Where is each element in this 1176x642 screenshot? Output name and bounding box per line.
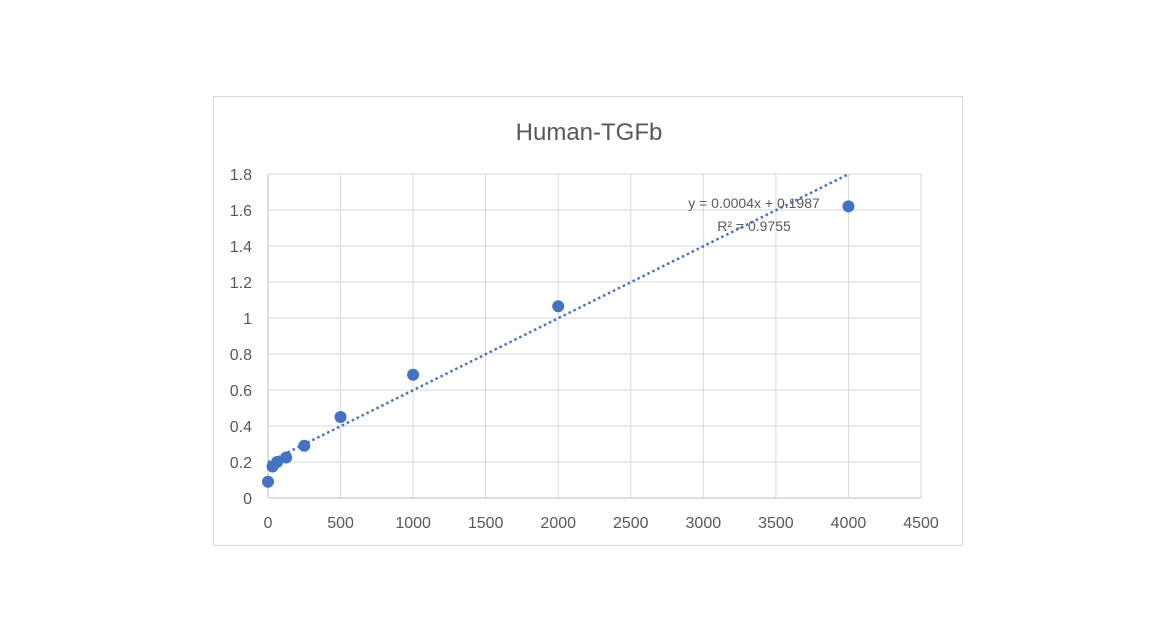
data-points: [262, 200, 855, 488]
y-tick-label: 0: [243, 491, 252, 508]
data-point: [842, 200, 855, 213]
tick-labels: 0 500 1000 1500 2000 2500 3000 3500 4000 4500 0 0.2…: [230, 167, 939, 532]
x-tick-label: 1000: [395, 515, 431, 532]
y-tick-label: 1: [243, 311, 252, 328]
axes: [267, 174, 921, 499]
data-point: [407, 368, 420, 381]
y-tick-label: 0.8: [230, 347, 252, 364]
x-tick-label: 4000: [831, 515, 867, 532]
y-tick-label: 0.6: [230, 383, 252, 400]
x-tick-label: 1500: [468, 515, 504, 532]
trendline-layer: [267, 173, 850, 464]
y-tick-label: 1.4: [230, 239, 252, 256]
y-tick-label: 0.2: [230, 455, 252, 472]
x-tick-label: 2500: [613, 515, 649, 532]
data-point: [280, 451, 293, 464]
scatter-chart: Human-TGFb 0 500 1000 1500 2000 2500 3000 3500 4…: [230, 119, 939, 532]
data-point: [334, 411, 347, 423]
x-tick-label: 3000: [686, 515, 722, 532]
x-tick-label: 3500: [758, 515, 794, 532]
y-tick-label: 1.2: [230, 275, 252, 292]
trendline-r-squared: R² = 0.9755: [717, 218, 791, 234]
y-tick-label: 0.4: [230, 419, 252, 436]
x-tick-label: 0: [264, 515, 273, 532]
data-point: [271, 456, 284, 468]
y-tick-label: 1.6: [230, 203, 252, 220]
chart-title: Human-TGFb: [516, 119, 663, 146]
trendline-equation: y = 0.0004x + 0.1987: [688, 195, 820, 211]
chart-frame: Human-TGFb 0 500 1000 1500 2000 2500 3000 3500 4…: [213, 96, 963, 546]
x-tick-label: 2000: [540, 515, 576, 532]
trendline: [267, 173, 850, 464]
x-tick-label: 4500: [903, 515, 939, 532]
y-tick-label: 1.8: [230, 167, 252, 184]
data-point: [552, 300, 565, 313]
data-point: [262, 475, 274, 488]
data-point: [298, 439, 311, 452]
x-tick-label: 500: [327, 515, 354, 532]
gridlines: [267, 173, 922, 499]
